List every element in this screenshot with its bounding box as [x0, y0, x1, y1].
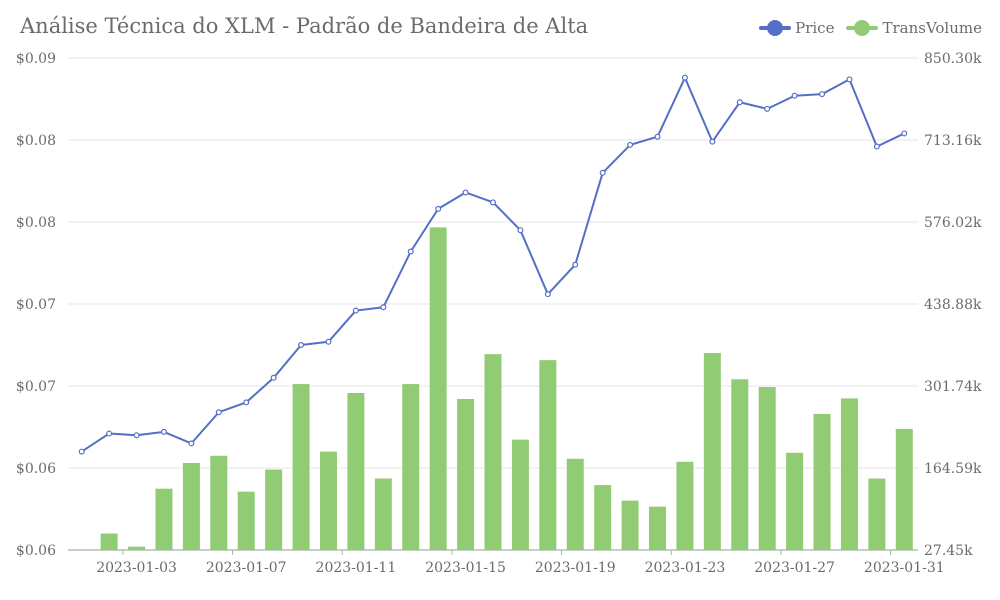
- y-left-tick-label: $0.06: [16, 543, 56, 559]
- volume-bar[interactable]: [731, 379, 749, 550]
- price-point[interactable]: [352, 307, 359, 314]
- volume-bar[interactable]: [511, 439, 529, 550]
- x-tick-label: 2023-01-15: [425, 560, 506, 576]
- volume-bar[interactable]: [758, 387, 776, 550]
- price-point[interactable]: [243, 399, 250, 406]
- volume-bar[interactable]: [676, 461, 694, 550]
- y-left-tick-label: $0.07: [16, 297, 56, 313]
- y-left-tick-label: $0.08: [16, 215, 56, 231]
- y-left-tick-label: $0.08: [16, 133, 56, 149]
- volume-bar[interactable]: [182, 462, 200, 550]
- price-point[interactable]: [435, 205, 442, 212]
- volume-bar[interactable]: [292, 384, 310, 550]
- x-tick-label: 2023-01-07: [206, 560, 287, 576]
- volume-bar[interactable]: [265, 469, 283, 550]
- volume-bar[interactable]: [703, 352, 721, 550]
- volume-bar[interactable]: [594, 485, 612, 550]
- price-point[interactable]: [407, 248, 414, 255]
- legend-label-price: Price: [795, 19, 835, 37]
- price-point[interactable]: [490, 199, 497, 206]
- legend-swatch-price: [759, 20, 792, 36]
- price-point[interactable]: [106, 430, 113, 437]
- volume-bar[interactable]: [155, 488, 173, 550]
- y-right-tick-label: 713.16k: [924, 133, 982, 149]
- price-point[interactable]: [133, 432, 140, 439]
- price-point[interactable]: [215, 409, 222, 416]
- line-layer: [78, 74, 908, 455]
- x-tick-label: 2023-01-11: [316, 560, 397, 576]
- price-point[interactable]: [791, 92, 798, 99]
- volume-bar[interactable]: [786, 452, 804, 550]
- price-point[interactable]: [462, 189, 469, 196]
- price-point[interactable]: [654, 133, 661, 140]
- volume-bar[interactable]: [813, 413, 831, 550]
- legend: Price TransVolume: [759, 19, 982, 37]
- volume-bar[interactable]: [457, 398, 475, 550]
- legend-item-transvolume[interactable]: TransVolume: [846, 19, 982, 37]
- price-point[interactable]: [160, 428, 167, 435]
- volume-bar[interactable]: [237, 491, 255, 550]
- y-right-tick-label: 850.30k: [924, 51, 982, 67]
- price-point[interactable]: [846, 76, 853, 83]
- volume-bar[interactable]: [347, 393, 365, 550]
- price-point[interactable]: [764, 105, 771, 112]
- volume-bar[interactable]: [539, 360, 557, 550]
- price-point[interactable]: [873, 143, 880, 150]
- price-point[interactable]: [517, 227, 524, 234]
- x-tick-label: 2023-01-31: [864, 560, 945, 576]
- y-right-tick-label: 164.59k: [924, 461, 982, 477]
- volume-bar[interactable]: [374, 478, 392, 550]
- volume-bar[interactable]: [649, 506, 667, 550]
- price-point[interactable]: [380, 304, 387, 311]
- price-point[interactable]: [78, 448, 85, 455]
- volume-bar[interactable]: [868, 478, 886, 550]
- axis-layer: [68, 549, 918, 555]
- price-point[interactable]: [736, 99, 743, 106]
- x-tick-label: 2023-01-19: [535, 560, 616, 576]
- y-left-tick-label: $0.06: [16, 461, 56, 477]
- volume-bar[interactable]: [429, 227, 447, 550]
- volume-bar[interactable]: [484, 354, 502, 550]
- label-layer: $0.06 $0.06 $0.07 $0.07 $0.08 $0.08 $0.09 27.45…: [16, 51, 982, 576]
- y-left-tick-label: $0.07: [16, 379, 56, 395]
- y-right-tick-label: 301.74k: [924, 379, 982, 395]
- price-point[interactable]: [627, 141, 634, 148]
- volume-bar[interactable]: [566, 458, 584, 550]
- volume-bar[interactable]: [319, 451, 337, 550]
- price-point[interactable]: [819, 91, 826, 98]
- price-point[interactable]: [298, 342, 305, 349]
- y-right-tick-label: 576.02k: [924, 215, 982, 231]
- bar-layer: [73, 227, 913, 550]
- legend-label-transvolume: TransVolume: [882, 19, 982, 37]
- price-point[interactable]: [681, 74, 688, 81]
- price-point[interactable]: [270, 374, 277, 381]
- price-point[interactable]: [901, 130, 908, 137]
- legend-dot-price: [767, 20, 784, 36]
- x-tick-label: 2023-01-03: [96, 560, 177, 576]
- volume-bar[interactable]: [895, 428, 913, 550]
- volume-bar[interactable]: [128, 546, 146, 550]
- y-left-tick-label: $0.09: [16, 51, 56, 67]
- price-point[interactable]: [544, 291, 551, 298]
- price-point[interactable]: [325, 338, 332, 345]
- y-right-tick-label: 438.88k: [924, 297, 982, 313]
- chart-title: Análise Técnica do XLM - Padrão de Bande…: [20, 14, 589, 38]
- volume-bar[interactable]: [100, 533, 118, 550]
- x-tick-label: 2023-01-27: [754, 560, 835, 576]
- volume-bar[interactable]: [402, 384, 420, 550]
- volume-bar[interactable]: [210, 455, 228, 550]
- volume-bar[interactable]: [840, 398, 858, 550]
- x-tick-label: 2023-01-23: [645, 560, 726, 576]
- price-point[interactable]: [572, 261, 579, 268]
- legend-swatch-transvolume: [846, 20, 879, 36]
- legend-dot-transvolume: [854, 20, 871, 36]
- price-point[interactable]: [188, 440, 195, 447]
- volume-bar[interactable]: [621, 500, 639, 550]
- legend-item-price[interactable]: Price: [759, 19, 834, 37]
- y-right-tick-label: 27.45k: [924, 543, 973, 559]
- price-point[interactable]: [599, 169, 606, 176]
- price-point[interactable]: [709, 138, 716, 145]
